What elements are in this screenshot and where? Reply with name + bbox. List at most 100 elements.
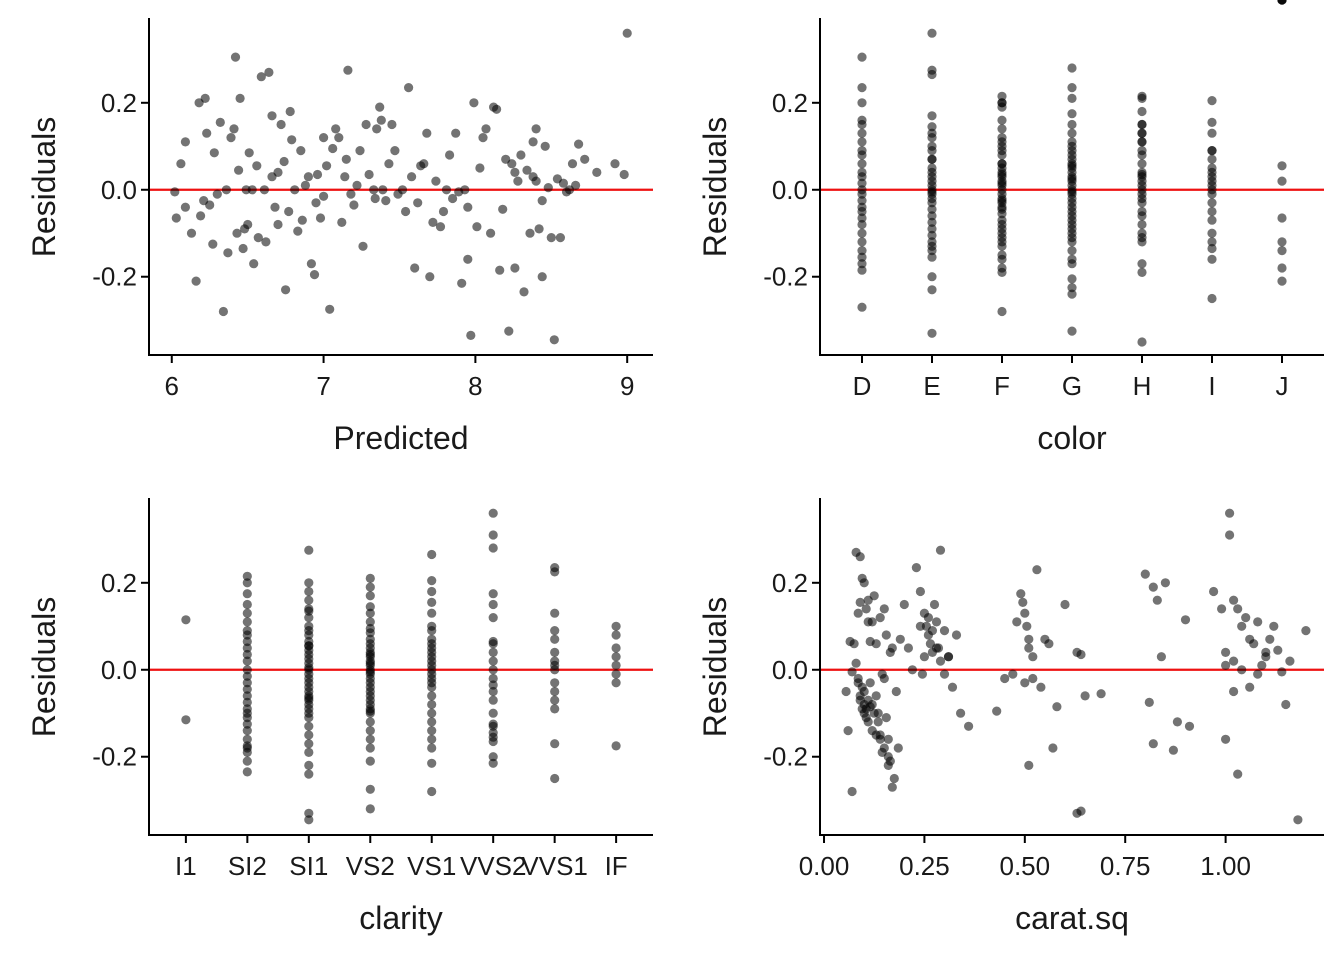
data-point	[1225, 530, 1235, 540]
data-point	[311, 198, 321, 208]
data-point	[365, 667, 375, 677]
data-point	[1137, 150, 1147, 160]
data-point	[935, 545, 946, 555]
panel-clarity: clarity Residuals 0.2 0.0 -0.2 I1 SI2 SI1 VS2 V…	[26, 498, 653, 936]
data-point	[242, 608, 252, 618]
data-point	[1265, 634, 1275, 644]
data-point	[879, 673, 889, 684]
data-point	[309, 270, 320, 280]
data-point	[229, 124, 239, 134]
data-point	[537, 272, 547, 282]
data-point	[242, 671, 252, 681]
data-point	[857, 302, 867, 312]
data-point	[574, 139, 584, 149]
data-point	[1020, 608, 1030, 618]
points-group	[841, 508, 1311, 825]
data-point	[331, 124, 341, 134]
data-point	[242, 636, 252, 647]
data-point	[1253, 617, 1263, 627]
data-point	[931, 643, 942, 653]
data-point	[550, 739, 560, 749]
x-tick-label: 6	[165, 371, 179, 401]
y-tick-label: 0.0	[772, 655, 808, 685]
data-point	[304, 769, 314, 779]
data-point	[495, 265, 505, 275]
data-point	[1060, 599, 1070, 610]
data-point	[488, 686, 498, 697]
data-point	[410, 263, 420, 273]
data-point	[312, 169, 323, 180]
data-point	[365, 784, 375, 794]
data-point	[242, 713, 252, 723]
data-point	[355, 146, 365, 156]
data-point	[325, 304, 335, 314]
x-tick-label: SI2	[228, 851, 267, 881]
data-point	[488, 673, 498, 684]
panel-color: color Residuals 0.2 0.0 -0.2 D E F G H I J	[697, 0, 1324, 456]
data-point	[209, 148, 219, 158]
data-point	[463, 202, 473, 212]
data-point	[1237, 665, 1247, 675]
data-point	[927, 198, 937, 208]
data-point	[328, 143, 338, 154]
data-point	[1067, 128, 1077, 138]
data-point	[1277, 667, 1287, 677]
data-point	[891, 686, 901, 697]
data-point	[540, 141, 550, 151]
data-point	[365, 756, 375, 766]
data-point	[951, 630, 962, 640]
data-point	[859, 686, 869, 697]
data-point	[857, 137, 867, 147]
data-point	[427, 786, 437, 797]
data-point	[365, 608, 375, 618]
data-point	[252, 161, 262, 171]
data-point	[1137, 237, 1147, 247]
data-point	[997, 150, 1007, 160]
data-point	[857, 213, 867, 223]
data-point	[1285, 656, 1295, 666]
data-point	[1137, 211, 1147, 221]
y-tick-label: 0.0	[101, 175, 137, 205]
data-point	[340, 172, 350, 182]
data-point	[929, 599, 940, 610]
data-point	[875, 730, 885, 740]
data-point	[927, 230, 937, 240]
data-point	[857, 219, 867, 230]
data-point	[927, 211, 937, 221]
data-point	[475, 163, 485, 173]
data-point	[1137, 159, 1147, 169]
data-point	[847, 667, 857, 677]
data-point	[390, 146, 400, 156]
data-point	[428, 217, 438, 227]
data-point	[492, 104, 502, 114]
data-point	[1207, 128, 1217, 138]
data-point	[1221, 647, 1231, 658]
data-point	[249, 259, 259, 269]
data-point	[857, 150, 867, 160]
data-point	[365, 717, 375, 727]
data-point	[242, 656, 252, 666]
data-point	[1008, 669, 1018, 679]
x-axis-title: Predicted	[333, 420, 468, 456]
data-point	[498, 204, 508, 214]
data-point	[531, 124, 541, 134]
data-point	[427, 734, 437, 744]
data-point	[1207, 206, 1217, 217]
data-point	[1137, 106, 1147, 117]
data-point	[1012, 617, 1022, 627]
data-point	[1067, 259, 1077, 269]
data-point	[857, 159, 867, 169]
data-point	[235, 93, 245, 103]
panel-predicted: Predicted Residuals 0.2 0.0 -0.2 6 7 8 9	[26, 18, 653, 456]
data-point	[875, 613, 885, 623]
data-point	[550, 773, 560, 784]
y-axis-title: Residuals	[26, 597, 62, 738]
data-point	[857, 265, 867, 275]
data-point	[857, 246, 867, 256]
data-point	[1207, 243, 1217, 254]
data-point	[537, 196, 547, 206]
data-point	[212, 189, 222, 199]
data-point	[451, 128, 461, 138]
data-point	[427, 608, 437, 618]
data-point	[857, 259, 867, 269]
